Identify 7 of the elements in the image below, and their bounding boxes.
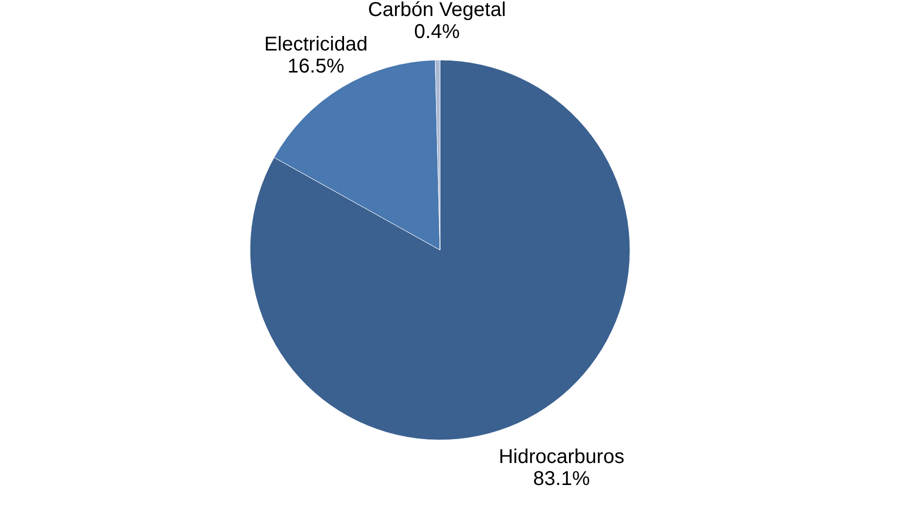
data-label: 0.4%	[414, 21, 460, 44]
slice-label: Hidrocarburos	[498, 446, 624, 468]
data-label: 16.5%	[288, 56, 344, 78]
slice-label: Electricidad	[264, 34, 368, 56]
slice-label: Carbón Vegetal	[368, 0, 506, 22]
data-label: 83.1%	[533, 468, 590, 490]
pie-slice	[250, 60, 630, 440]
